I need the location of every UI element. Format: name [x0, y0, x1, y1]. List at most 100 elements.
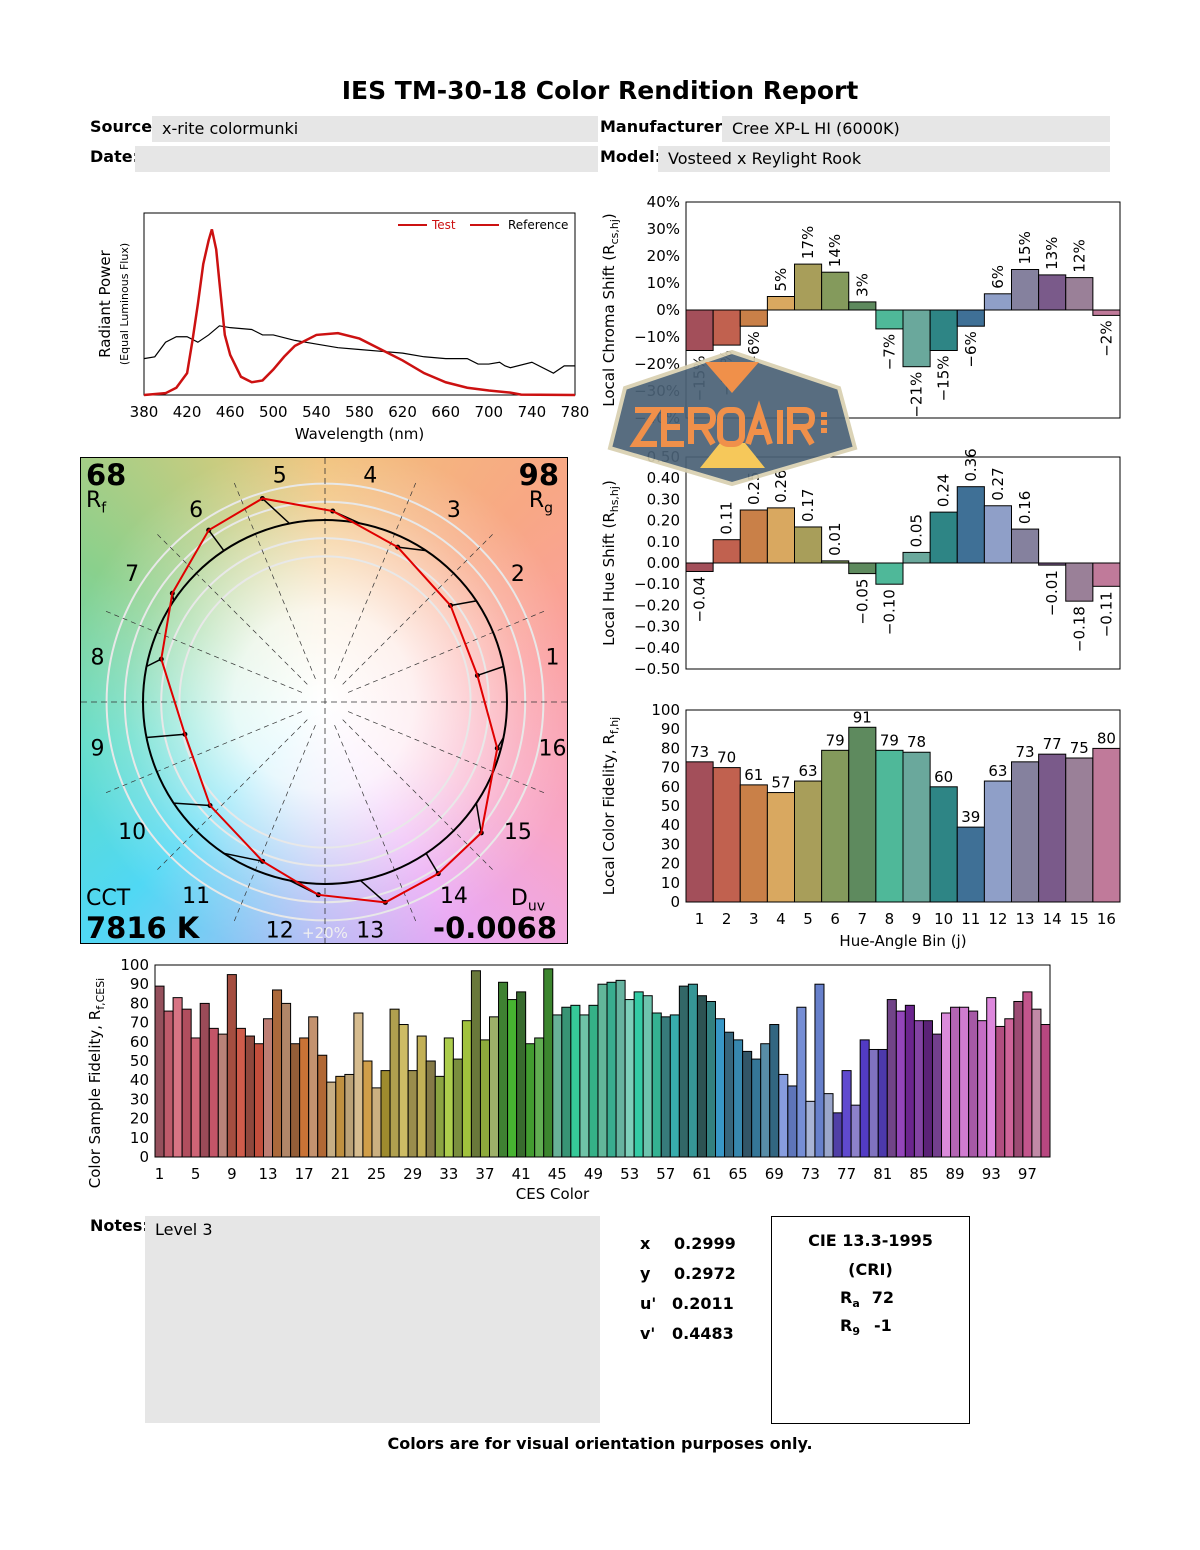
bin-divider: [342, 719, 495, 872]
bar-label: 0.16: [1016, 491, 1034, 524]
bin-label-11: 11: [182, 884, 210, 909]
ra-label: R: [840, 1288, 853, 1307]
ces-bar-76: [832, 1112, 843, 1158]
x-axis-label: Wavelength (nm): [295, 425, 425, 443]
bar-label: −0.11: [1097, 591, 1115, 637]
x-tick-label: 29: [403, 1165, 422, 1183]
y-tick-label: 0: [139, 1148, 149, 1166]
ces-bar-77: [841, 1070, 852, 1158]
bar-bin-1: [685, 761, 714, 903]
chromaticity-label: u': [640, 1294, 657, 1313]
x-tick-label: 65: [729, 1165, 748, 1183]
x-tick-label: 580: [345, 403, 374, 421]
ces-bar-67: [751, 1058, 762, 1158]
ces-bar-26: [380, 1070, 391, 1158]
ces-bar-94: [995, 1025, 1006, 1158]
bar-label: 75: [1070, 739, 1089, 757]
x-tick-label: 13: [1016, 910, 1035, 928]
bar-bin-15: [1065, 277, 1094, 311]
bar-bin-2: [712, 539, 741, 564]
fidelity-ring: [178, 555, 472, 849]
y-axis-label: Local Color Fidelity, Rf,hj: [600, 717, 621, 896]
bar-label: 79: [880, 731, 899, 749]
chromaticity-label: y: [640, 1264, 651, 1283]
ces-bar-18: [308, 1016, 319, 1158]
bin-label-7: 7: [125, 562, 139, 587]
ces-bar-22: [344, 1073, 355, 1158]
ces-bar-62: [705, 1000, 717, 1158]
ces-bar-28: [398, 1024, 409, 1158]
rg-value: 98: [518, 458, 559, 492]
y-tick-label: 40: [130, 1071, 149, 1089]
ces-bar-5: [190, 1037, 201, 1158]
bar-label: 13%: [1043, 237, 1061, 270]
shift-arrow-1: [477, 665, 504, 677]
ces-bar-10: [235, 1027, 246, 1158]
y-tick-label: 0.00: [647, 554, 680, 572]
ces-bar-59: [678, 985, 689, 1158]
ces-bar-2: [163, 1010, 174, 1158]
bar-bin-8: [875, 562, 904, 585]
bar-bin-8: [875, 309, 904, 330]
ces-bar-19: [317, 1054, 328, 1158]
y-tick-label: −0.50: [634, 660, 680, 678]
y-tick-label: 70: [130, 1014, 149, 1032]
x-tick-label: 53: [620, 1165, 639, 1183]
ces-bar-8: [217, 1033, 228, 1158]
shift-arrow-11: [223, 852, 263, 863]
y-tick-label: 0%: [656, 301, 680, 319]
zeroair-logo-suffix: [821, 412, 827, 433]
chromaticity-values: x 0.2999 y 0.2972 u' 0.2011 v' 0.4483: [640, 1234, 760, 1354]
bar-label: 17%: [799, 226, 817, 259]
bar-label: −7%: [880, 334, 898, 370]
bin-label-8: 8: [90, 646, 104, 671]
duv-label-sub: uv: [527, 898, 545, 915]
bar-bin-11: [956, 309, 985, 327]
bar-bin-10: [929, 511, 958, 564]
bar-bin-3: [739, 784, 768, 903]
bar-label: 61: [744, 766, 763, 784]
ces-bar-11: [244, 1035, 255, 1158]
ces-bar-44: [543, 968, 554, 1158]
rg-label-text: R: [528, 488, 545, 513]
x-tick-label: 25: [367, 1165, 386, 1183]
cct-value: 7816 K: [86, 911, 200, 944]
y-tick-label: 10: [661, 874, 680, 892]
x-tick-label: 620: [388, 403, 417, 421]
bin-label-16: 16: [539, 736, 567, 761]
chromaticity-row: y 0.2972: [640, 1264, 760, 1294]
y-tick-label: 90: [130, 975, 149, 993]
x-tick-label: 15: [1070, 910, 1089, 928]
x-tick-label: 3: [749, 910, 759, 928]
bar-bin-12: [983, 780, 1012, 903]
y-tick-label: 30%: [647, 220, 680, 238]
rf-label: Rf: [86, 488, 106, 516]
y-tick-label: 30: [130, 1090, 149, 1108]
x-tick-label: 5: [803, 910, 813, 928]
duv-label-text: D: [510, 886, 528, 911]
bar-label: −0.05: [853, 579, 871, 625]
bar-label: 39: [961, 808, 980, 826]
chromaticity-value: 0.4483: [672, 1324, 734, 1343]
chromaticity-row: v' 0.4483: [640, 1324, 760, 1354]
x-tick-label: 7: [858, 910, 868, 928]
bin-label-13: 13: [356, 919, 384, 944]
y-tick-label: 50: [130, 1052, 149, 1070]
ces-bar-25: [371, 1087, 382, 1158]
bar-label: 70: [717, 749, 736, 767]
bar-label: −0.04: [691, 576, 709, 622]
x-tick-label: 33: [439, 1165, 458, 1183]
bar-bin-11: [956, 826, 985, 903]
ces-bar-90: [959, 1006, 970, 1158]
bar-bin-12: [983, 505, 1012, 564]
bar-label: 0.26: [772, 469, 790, 502]
ces-bar-27: [389, 1008, 400, 1158]
bar-label: 60: [934, 768, 953, 786]
ces-bar-23: [353, 1012, 364, 1158]
bin-label-2: 2: [511, 562, 525, 587]
y-tick-label: 70: [661, 759, 680, 777]
notes-label: Notes:: [90, 1216, 149, 1235]
